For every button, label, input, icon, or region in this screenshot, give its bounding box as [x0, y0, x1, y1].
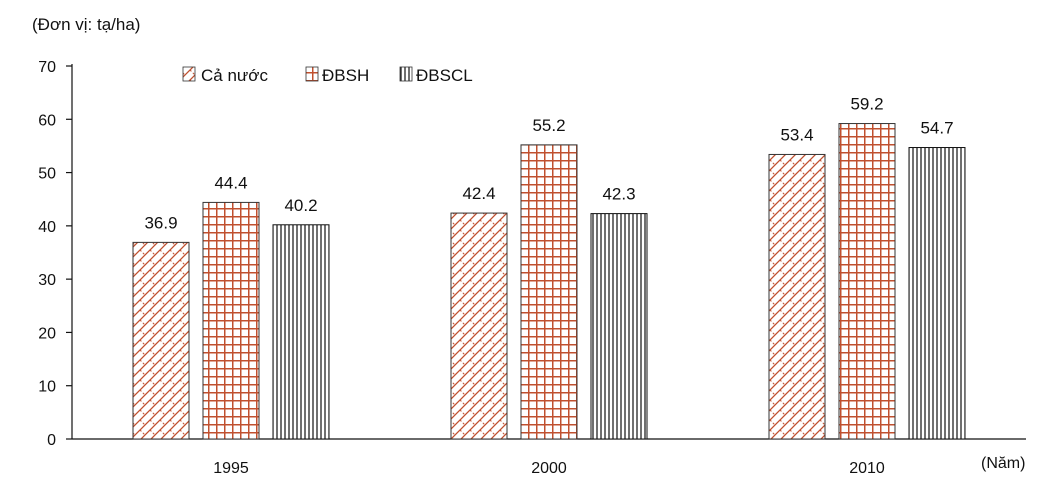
legend: Cả nước ĐBSH ĐBSCL [182, 66, 473, 85]
x-category-label: 2000 [531, 460, 567, 477]
y-tick-label: 60 [38, 112, 56, 129]
bar-diagonal-cross-2010 [768, 153, 826, 440]
y-tick-label: 50 [38, 166, 56, 183]
y-tick-label: 0 [47, 432, 56, 449]
y-axis: 0 10 20 30 40 50 60 70 [38, 59, 73, 449]
data-label: 44.4 [214, 173, 247, 192]
data-label: 42.4 [462, 184, 495, 203]
bar-grid-1995 [202, 201, 260, 440]
bar-vertical-lines-2010 [908, 147, 966, 440]
legend-label: ĐBSH [322, 66, 369, 85]
data-label: 42.3 [602, 185, 635, 204]
legend-swatch-vertical-lines [399, 66, 413, 82]
data-label: 55.2 [532, 116, 565, 135]
y-tick-label: 10 [38, 379, 56, 396]
bar-grid-2000 [520, 144, 578, 440]
data-label: 40.2 [284, 196, 317, 215]
unit-label: (Đơn vị: tạ/ha) [32, 15, 140, 34]
y-tick-label: 40 [38, 219, 56, 236]
data-label: 59.2 [850, 95, 883, 114]
bar-diagonal-cross-2000 [450, 212, 508, 440]
x-axis-title: (Năm) [981, 455, 1025, 472]
legend-label: Cả nước [201, 66, 268, 85]
y-tick-label: 30 [38, 272, 56, 289]
y-tick-label: 70 [38, 59, 56, 76]
y-tick-label: 20 [38, 325, 56, 342]
legend-swatch-grid [305, 66, 319, 82]
bar-grid-2010 [838, 123, 896, 440]
x-category-label: 2010 [849, 460, 885, 477]
bar-diagonal-cross-1995 [132, 241, 190, 440]
legend-label: ĐBSCL [416, 66, 473, 85]
data-label: 53.4 [780, 125, 813, 144]
x-category-label: 1995 [213, 460, 249, 477]
bars [132, 123, 966, 440]
x-axis: 1995 2000 2010 [72, 438, 1026, 477]
data-labels: 36.9 42.4 53.4 44.4 55.2 59.2 40.2 42.3 54.7 [144, 95, 953, 233]
data-label: 36.9 [144, 213, 177, 232]
bar-vertical-lines-1995 [272, 224, 330, 440]
data-label: 54.7 [920, 119, 953, 138]
legend-swatch-diagonal-cross [182, 66, 196, 82]
bar-vertical-lines-2000 [590, 213, 648, 440]
